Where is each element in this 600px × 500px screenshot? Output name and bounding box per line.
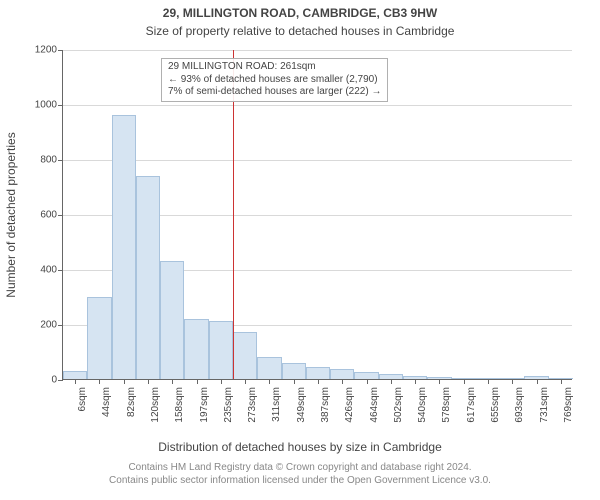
- xtick-mark: [245, 379, 246, 384]
- xtick-mark: [367, 379, 368, 384]
- gridline: [63, 160, 572, 161]
- xtick-mark: [488, 379, 489, 384]
- histogram-bar: [160, 261, 184, 379]
- xtick-label: 197sqm: [199, 385, 210, 437]
- chart-title-line1: 29, MILLINGTON ROAD, CAMBRIDGE, CB3 9HW: [0, 6, 600, 20]
- annotation-box: 29 MILLINGTON ROAD: 261sqm← 93% of detac…: [161, 58, 388, 102]
- xtick-label: 158sqm: [174, 385, 185, 437]
- xtick-label: 6sqm: [77, 385, 88, 437]
- xtick-label: 273sqm: [247, 385, 258, 437]
- xtick-mark: [439, 379, 440, 384]
- xtick-label: 426sqm: [344, 385, 355, 437]
- ytick-mark: [58, 380, 63, 381]
- ytick-label: 0: [51, 375, 57, 386]
- xtick-label: 769sqm: [563, 385, 574, 437]
- histogram-bar: [136, 176, 160, 380]
- xtick-label: 387sqm: [320, 385, 331, 437]
- histogram-bar: [184, 319, 208, 380]
- histogram-bar: [209, 321, 233, 379]
- histogram-bar: [282, 363, 306, 380]
- ytick-mark: [58, 325, 63, 326]
- xtick-label: 502sqm: [393, 385, 404, 437]
- ytick-mark: [58, 270, 63, 271]
- histogram-bar: [306, 367, 330, 379]
- xtick-mark: [269, 379, 270, 384]
- histogram-bar: [112, 115, 136, 379]
- gridline: [63, 50, 572, 51]
- ytick-mark: [58, 160, 63, 161]
- xtick-label: 617sqm: [466, 385, 477, 437]
- xtick-mark: [561, 379, 562, 384]
- xtick-label: 578sqm: [441, 385, 452, 437]
- xtick-mark: [512, 379, 513, 384]
- footer-line2: Contains public sector information licen…: [0, 475, 600, 488]
- histogram-bar: [354, 372, 378, 379]
- ytick-label: 1000: [35, 100, 57, 111]
- footer-line1: Contains HM Land Registry data © Crown c…: [0, 462, 600, 475]
- xtick-label: 311sqm: [271, 385, 282, 437]
- ytick-label: 1200: [35, 45, 57, 56]
- xtick-mark: [221, 379, 222, 384]
- xtick-label: 731sqm: [539, 385, 550, 437]
- ytick-label: 800: [40, 155, 57, 166]
- annotation-line3: 7% of semi-detached houses are larger (2…: [168, 86, 381, 99]
- annotation-line1: 29 MILLINGTON ROAD: 261sqm: [168, 61, 381, 74]
- xtick-mark: [75, 379, 76, 384]
- y-axis-label: Number of detached properties: [4, 132, 18, 297]
- xtick-mark: [294, 379, 295, 384]
- histogram-bar: [233, 332, 257, 379]
- xtick-label: 235sqm: [223, 385, 234, 437]
- gridline: [63, 105, 572, 106]
- xtick-label: 82sqm: [126, 385, 137, 437]
- xtick-label: 120sqm: [150, 385, 161, 437]
- ytick-label: 400: [40, 265, 57, 276]
- plot-area: 0200400600800100012006sqm44sqm82sqm120sq…: [62, 50, 572, 380]
- xtick-mark: [464, 379, 465, 384]
- xtick-mark: [172, 379, 173, 384]
- histogram-bar: [87, 297, 111, 380]
- ytick-mark: [58, 50, 63, 51]
- ytick-mark: [58, 105, 63, 106]
- histogram-bar: [257, 357, 281, 379]
- xtick-label: 693sqm: [514, 385, 525, 437]
- chart-title-line2: Size of property relative to detached ho…: [0, 24, 600, 38]
- xtick-label: 540sqm: [417, 385, 428, 437]
- xtick-mark: [537, 379, 538, 384]
- xtick-label: 349sqm: [296, 385, 307, 437]
- xtick-label: 464sqm: [369, 385, 380, 437]
- footer-attribution: Contains HM Land Registry data © Crown c…: [0, 462, 600, 487]
- x-axis-label: Distribution of detached houses by size …: [0, 440, 600, 454]
- xtick-mark: [318, 379, 319, 384]
- xtick-mark: [197, 379, 198, 384]
- histogram-bar: [330, 369, 354, 379]
- annotation-line2: ← 93% of detached houses are smaller (2,…: [168, 74, 381, 87]
- xtick-mark: [391, 379, 392, 384]
- xtick-label: 44sqm: [101, 385, 112, 437]
- xtick-mark: [342, 379, 343, 384]
- xtick-mark: [99, 379, 100, 384]
- xtick-label: 655sqm: [490, 385, 501, 437]
- histogram-bar: [63, 371, 87, 379]
- xtick-mark: [415, 379, 416, 384]
- ytick-mark: [58, 215, 63, 216]
- ytick-label: 200: [40, 320, 57, 331]
- xtick-mark: [124, 379, 125, 384]
- xtick-mark: [148, 379, 149, 384]
- ytick-label: 600: [40, 210, 57, 221]
